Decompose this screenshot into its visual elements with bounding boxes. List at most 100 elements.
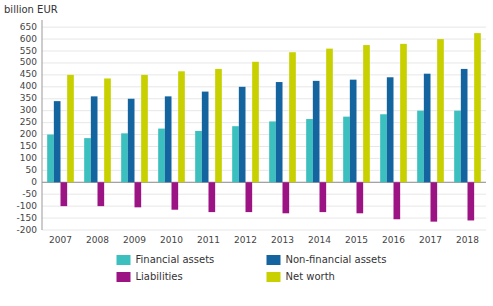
grid-line (42, 194, 486, 195)
grid-line (42, 62, 486, 63)
y-tick-label: 600 (20, 34, 37, 44)
y-tick-label: -100 (17, 201, 38, 211)
bar (417, 111, 424, 183)
grid-line (42, 74, 486, 75)
x-tick-label: 2012 (234, 235, 257, 245)
grid-line (42, 206, 486, 207)
bar (357, 182, 364, 213)
bar (394, 182, 401, 219)
x-tick-label: 2009 (123, 235, 146, 245)
bar (461, 69, 468, 182)
bar (276, 82, 283, 182)
grid-line (42, 51, 486, 52)
bar (431, 182, 438, 221)
bar (306, 119, 313, 182)
y-tick-label: 500 (20, 57, 37, 67)
x-tick-label: 2007 (49, 235, 72, 245)
bar (424, 74, 431, 183)
bar (289, 52, 296, 182)
bar (363, 45, 370, 182)
bar (380, 114, 387, 182)
y-axis-label: billion EUR (4, 4, 58, 15)
bar (232, 126, 239, 182)
y-tick-label: 0 (31, 177, 37, 187)
legend: Financial assets Non-financial assets Liab… (117, 254, 387, 282)
y-tick-label: 650 (20, 22, 37, 32)
bar (121, 133, 128, 182)
x-tick-label: 2008 (86, 235, 109, 245)
bar (54, 101, 61, 182)
bar (437, 39, 444, 182)
x-tick-label: 2018 (456, 235, 479, 245)
bar (195, 131, 202, 182)
x-tick-label: 2016 (382, 235, 405, 245)
bar (98, 182, 105, 206)
bar (269, 121, 276, 182)
bar (215, 69, 222, 182)
bar (283, 182, 290, 213)
x-tick-label: 2015 (345, 235, 368, 245)
y-tick-label: 200 (20, 129, 37, 139)
bar (252, 62, 259, 183)
grid-line (42, 218, 486, 219)
bar (468, 182, 475, 220)
bar (172, 182, 179, 209)
y-tick-label: 350 (20, 93, 37, 103)
legend-label: Non-financial assets (286, 254, 387, 265)
legend-swatch (117, 255, 131, 265)
x-tick-label: 2017 (419, 235, 442, 245)
bar (387, 77, 394, 182)
y-axis-line (42, 20, 43, 230)
y-tick-label: 100 (20, 153, 37, 163)
legend-label: Liabilities (136, 271, 183, 282)
x-tick-label: 2010 (160, 235, 183, 245)
bar (158, 129, 165, 183)
grid-line (42, 39, 486, 40)
bar (209, 182, 216, 212)
bar (135, 182, 142, 207)
y-tick-label: -200 (17, 225, 38, 235)
bar (165, 96, 172, 182)
x-tick-label: 2013 (271, 235, 294, 245)
y-tick-label: 300 (20, 105, 37, 115)
x-tick-label: 2011 (197, 235, 220, 245)
legend-swatch (117, 272, 131, 282)
bar (178, 71, 185, 182)
bar (202, 92, 209, 183)
bar (67, 75, 74, 182)
bar (141, 75, 148, 182)
bar (239, 87, 246, 182)
legend-swatch (267, 272, 281, 282)
bar (313, 81, 320, 182)
bars (47, 33, 481, 222)
bar (84, 138, 91, 182)
chart: -200 -150 -100 -50 0 50 100 150 200 250 300 350 400 4… (0, 0, 493, 306)
bar (343, 117, 350, 183)
y-tick-label: -150 (17, 213, 38, 223)
grid-line (42, 230, 486, 231)
legend-swatch (267, 255, 281, 265)
bar (400, 44, 407, 182)
y-tick-label: 550 (20, 46, 37, 56)
y-tick-label: 250 (20, 117, 37, 127)
bar (128, 99, 135, 183)
legend-label: Financial assets (136, 254, 215, 265)
bar (104, 78, 111, 182)
y-tick-label: -50 (22, 189, 37, 199)
grid-line (42, 27, 486, 28)
y-tick-label: 50 (26, 165, 38, 175)
bar (474, 33, 481, 182)
y-tick-label: 400 (20, 81, 37, 91)
x-tick-label: 2014 (308, 235, 331, 245)
bar (320, 182, 327, 212)
bar (326, 49, 333, 183)
bar (454, 111, 461, 183)
bar (246, 182, 253, 212)
bar (61, 182, 68, 206)
bar (91, 96, 98, 182)
y-tick-label: 450 (20, 69, 37, 79)
bar (350, 80, 357, 183)
legend-label: Net worth (286, 271, 335, 282)
y-tick-label: 150 (20, 141, 37, 151)
bar (47, 135, 54, 183)
